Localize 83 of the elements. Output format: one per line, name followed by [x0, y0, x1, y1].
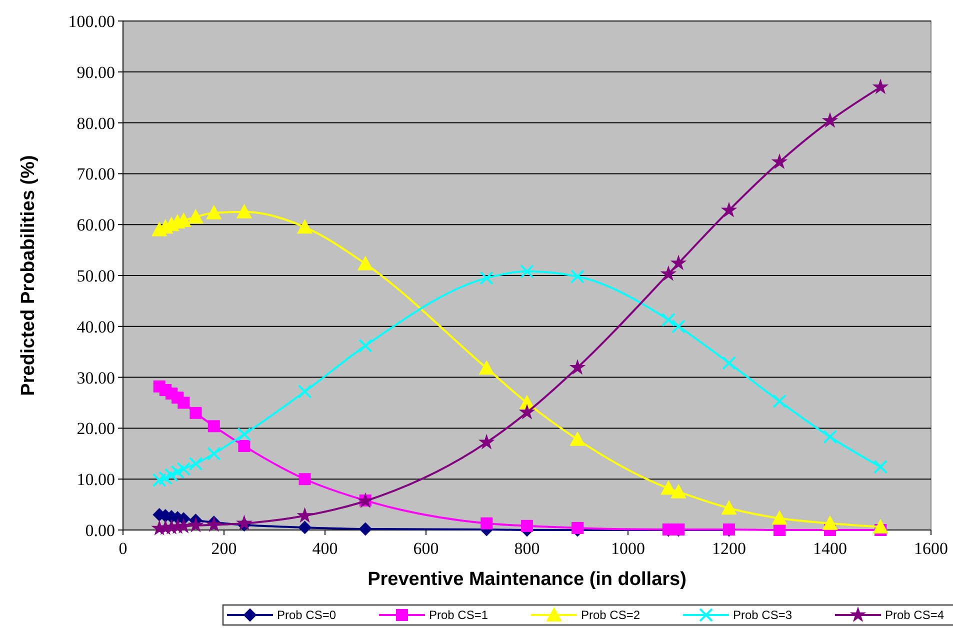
point [176, 462, 191, 476]
point [570, 432, 585, 446]
legend-label: Prob CS=3 [733, 608, 792, 622]
point [661, 312, 676, 327]
point [297, 220, 312, 234]
point [772, 154, 787, 168]
point [520, 404, 534, 419]
legend-label: Prob CS=0 [277, 608, 336, 622]
point [873, 519, 888, 534]
point [188, 518, 203, 532]
point [479, 360, 494, 375]
y-tick-label: 80.00 [76, 114, 115, 133]
point [570, 360, 585, 374]
point [570, 270, 584, 284]
x-tick-label: 1400 [813, 539, 847, 558]
point [671, 484, 686, 498]
point [479, 434, 494, 449]
point [520, 264, 534, 278]
legend-label: Prob CS=1 [429, 608, 488, 622]
y-tick-label: 20.00 [76, 419, 115, 438]
point [480, 271, 494, 286]
point [158, 471, 172, 486]
point [188, 456, 203, 471]
point [772, 510, 787, 525]
y-axis-title: Predicted Probabilities (%) [18, 155, 39, 396]
y-tick-label: 10.00 [76, 470, 115, 490]
point [237, 427, 252, 442]
y-tick-label: 100.00 [68, 12, 115, 31]
x-tick-label: 600 [413, 539, 439, 558]
point [358, 522, 372, 536]
x-tick-label: 400 [312, 539, 338, 558]
point [206, 205, 222, 220]
point [671, 256, 686, 270]
point [188, 209, 204, 224]
point [238, 440, 250, 452]
y-tick-label: 60.00 [76, 216, 115, 235]
point [660, 480, 676, 495]
y-tick-label: 70.00 [76, 164, 115, 184]
point [572, 522, 584, 534]
legend-label: Prob CS=2 [581, 608, 640, 622]
point [152, 473, 166, 488]
point [176, 518, 191, 533]
point [208, 420, 220, 432]
y-tick-label: 90.00 [76, 62, 115, 82]
point [178, 396, 190, 409]
x-tick-label: 0 [118, 539, 128, 558]
x-tick-label: 1000 [611, 539, 645, 558]
x-axis-title: Preventive Maintenance (in dollars) [368, 569, 686, 590]
point [170, 464, 185, 479]
point [298, 384, 312, 399]
point [722, 202, 736, 217]
y-tick-label: 50.00 [76, 266, 115, 286]
point [722, 500, 736, 515]
point [358, 256, 373, 270]
point [358, 338, 372, 353]
point [772, 394, 786, 408]
point [237, 516, 252, 530]
x-tick-label: 200 [211, 539, 237, 558]
point [190, 406, 202, 419]
point [874, 460, 888, 474]
y-tick-label: 0.00 [85, 520, 115, 540]
point [206, 446, 221, 461]
point [823, 430, 837, 444]
x-tick-label: 1600 [914, 539, 948, 558]
point [480, 517, 493, 530]
point [822, 113, 838, 127]
point [822, 516, 838, 530]
y-tick-label: 40.00 [76, 317, 115, 336]
x-tick-label: 1200 [712, 539, 746, 558]
y-tick-label: 30.00 [76, 368, 115, 388]
x-tick-label: 800 [514, 539, 540, 558]
point [164, 468, 178, 482]
point [298, 520, 312, 534]
point [722, 356, 736, 370]
point [672, 319, 686, 334]
point [236, 204, 252, 218]
point [298, 508, 312, 522]
point [774, 524, 786, 536]
legend-label: Prob CS=4 [885, 608, 944, 622]
point [298, 473, 311, 486]
point [521, 520, 533, 532]
point [873, 80, 888, 94]
point [661, 266, 676, 280]
